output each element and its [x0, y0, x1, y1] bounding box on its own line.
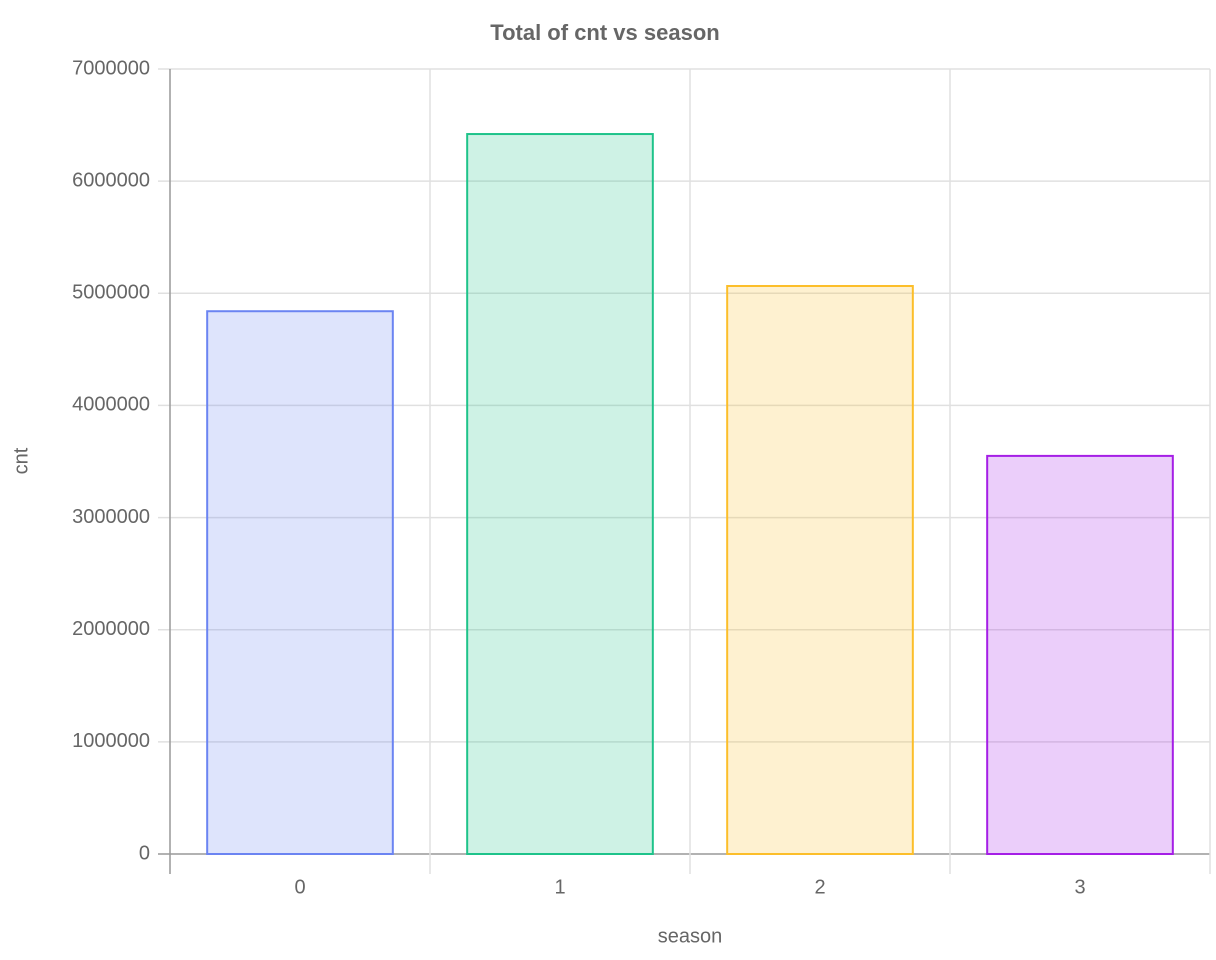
- bar: [466, 133, 654, 856]
- y-tick-label: 3000000: [72, 506, 150, 528]
- x-tick-label: 3: [1074, 876, 1085, 898]
- chart-title: Total of cnt vs season: [490, 20, 719, 45]
- x-tick-label: 1: [554, 876, 565, 898]
- bar: [206, 310, 394, 855]
- x-axis-label: season: [658, 925, 723, 947]
- x-tick-label: 2: [814, 876, 825, 898]
- y-tick-label: 1000000: [72, 730, 150, 752]
- y-tick-label: 5000000: [72, 282, 150, 304]
- y-tick-label: 2000000: [72, 618, 150, 640]
- x-tick-label: 0: [294, 876, 305, 898]
- y-tick-label: 0: [139, 842, 150, 864]
- y-tick-label: 7000000: [72, 57, 150, 79]
- y-axis-label: cnt: [10, 447, 32, 474]
- bar: [726, 284, 914, 856]
- bar: [986, 454, 1174, 855]
- y-tick-label: 4000000: [72, 394, 150, 416]
- y-tick-label: 6000000: [72, 169, 150, 191]
